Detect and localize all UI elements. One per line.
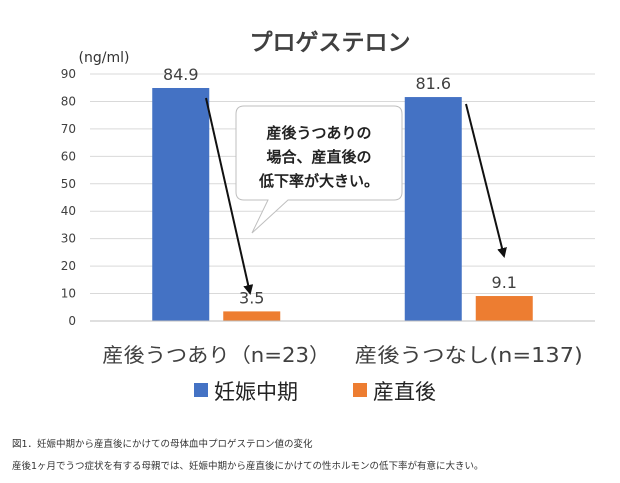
data-label-series-0-cat-0: 84.9 — [163, 65, 199, 84]
y-tick-label: 90 — [61, 67, 76, 81]
legend: 妊娠中期 産直後 — [194, 380, 436, 404]
y-tick-label: 20 — [61, 259, 76, 273]
bar-series-0-cat-0 — [152, 87, 210, 321]
arrow-right — [465, 103, 507, 258]
y-tick-label: 60 — [61, 149, 76, 163]
data-labels: 84.9 3.5 81.6 9.1 — [163, 65, 517, 307]
bar-series-1-cat-0 — [223, 311, 281, 321]
legend-swatch-series-0 — [194, 383, 208, 397]
data-label-series-1-cat-1: 9.1 — [492, 273, 517, 292]
annotation-callout — [235, 105, 403, 234]
legend-label-series-1: 産直後 — [373, 380, 436, 404]
y-tick-label: 10 — [61, 287, 76, 301]
y-tick-label: 70 — [61, 122, 76, 136]
y-tick-label: 80 — [61, 94, 76, 108]
figure-caption-title: 図1．妊娠中期から産直後にかけての母体血中プロゲステロン値の変化 — [12, 439, 313, 450]
y-tick-label: 40 — [61, 204, 76, 218]
y-tick-label: 50 — [61, 177, 76, 191]
bar-series-1-cat-1 — [475, 296, 533, 321]
category-label-0: 産後うつあり（n=23） — [102, 343, 330, 367]
annotation-line: 産後うつありの — [266, 124, 371, 142]
y-tick-label: 0 — [68, 314, 76, 328]
category-labels: 産後うつあり（n=23） 産後うつなし(n=137) — [102, 343, 583, 367]
y-axis-ticks: 0 10 20 30 40 50 60 70 80 90 — [61, 67, 76, 328]
y-tick-label: 30 — [61, 232, 76, 246]
data-label-series-0-cat-1: 81.6 — [415, 74, 451, 93]
bar-series-0-cat-1 — [404, 97, 462, 321]
annotation-line: 場合、産直後の — [266, 148, 371, 166]
chart-title: プロゲステロン — [250, 30, 411, 56]
annotation-text: 産後うつありの場合、産直後の低下率が大きい。 — [258, 124, 379, 190]
figure-caption-description: 産後1ヶ月でうつ症状を有する母親では、妊娠中期から産直後にかけての性ホルモンの低… — [12, 461, 484, 472]
legend-label-series-0: 妊娠中期 — [214, 380, 298, 404]
annotation-line: 低下率が大きい。 — [258, 172, 379, 190]
arrow-left — [205, 97, 254, 295]
legend-swatch-series-1 — [353, 383, 367, 397]
bars — [152, 87, 533, 321]
category-label-1: 産後うつなし(n=137) — [355, 343, 583, 367]
data-label-series-1-cat-0: 3.5 — [239, 288, 264, 307]
y-axis-unit-label: (ng/ml) — [79, 50, 130, 66]
